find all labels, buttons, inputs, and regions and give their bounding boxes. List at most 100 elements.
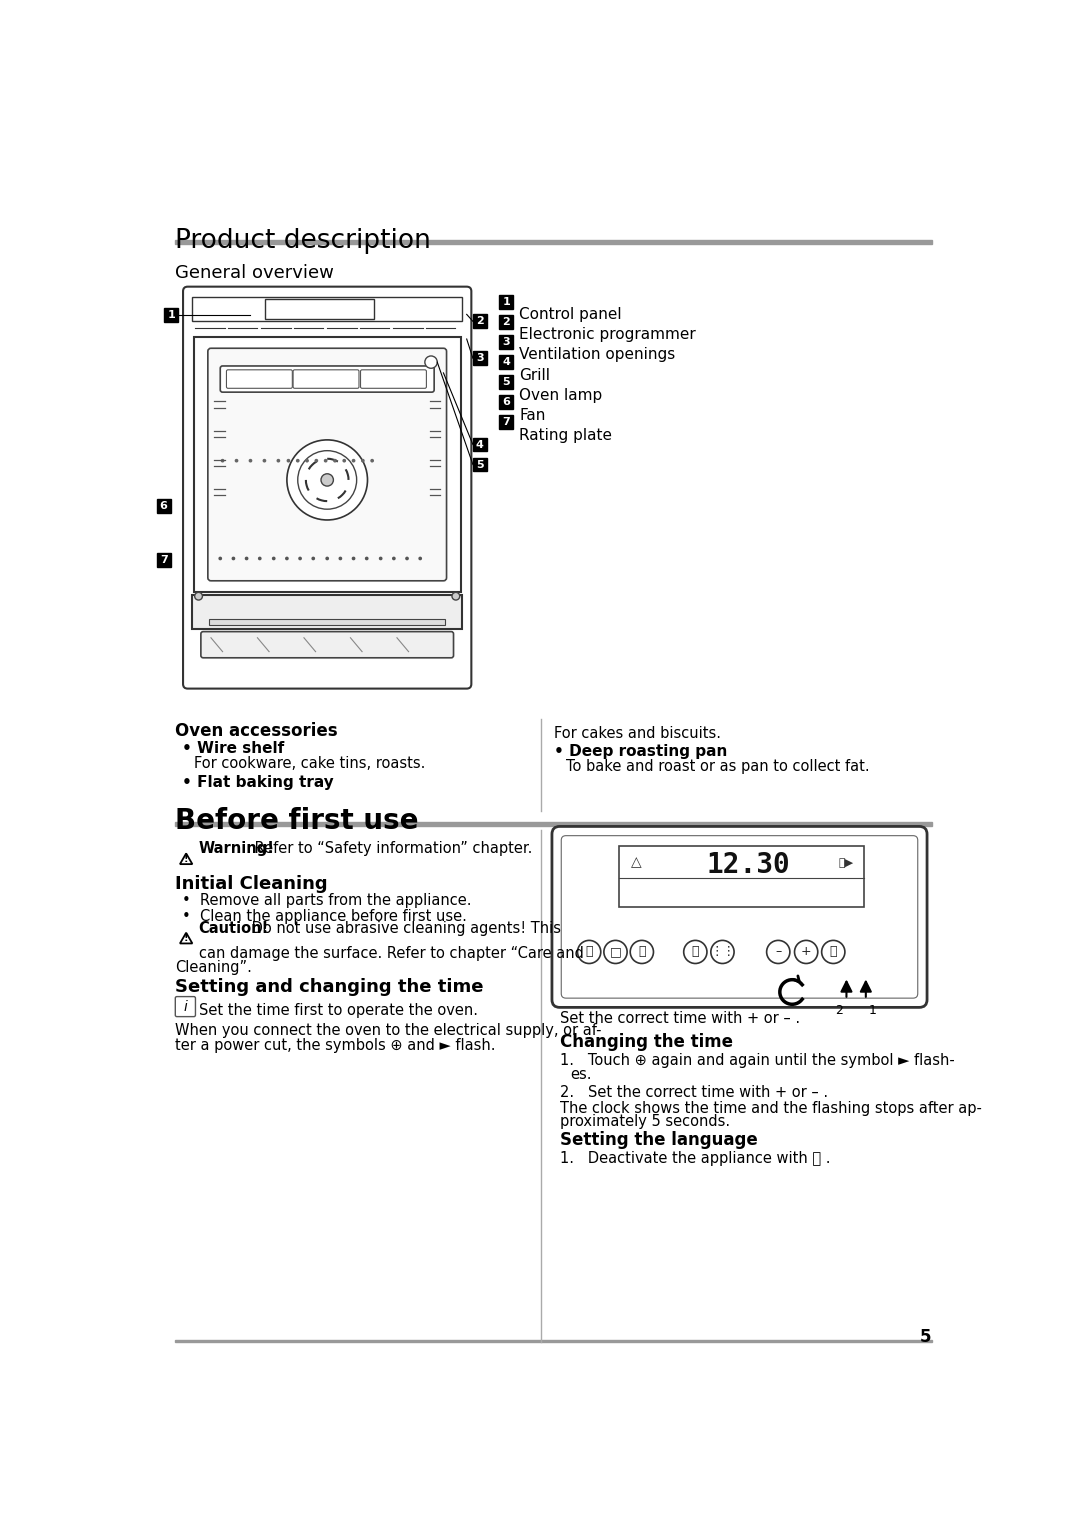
FancyBboxPatch shape <box>562 836 918 998</box>
Text: □: □ <box>609 945 621 959</box>
Text: Grill: Grill <box>519 367 551 382</box>
Text: 1.   Deactivate the appliance with ⓞ .: 1. Deactivate the appliance with ⓞ . <box>559 1151 831 1165</box>
FancyBboxPatch shape <box>220 365 434 391</box>
Circle shape <box>424 356 437 368</box>
Text: +: + <box>801 945 811 959</box>
FancyBboxPatch shape <box>207 349 446 581</box>
Bar <box>473 315 487 329</box>
Bar <box>499 394 513 410</box>
Text: Electronic programmer: Electronic programmer <box>519 327 697 342</box>
Circle shape <box>287 440 367 520</box>
Text: ⏰: ⏰ <box>829 945 837 959</box>
Circle shape <box>631 940 653 963</box>
Text: 7: 7 <box>502 417 510 427</box>
Bar <box>473 352 487 365</box>
Text: 12.30: 12.30 <box>707 852 791 879</box>
Text: 3: 3 <box>476 353 484 364</box>
Text: es.: es. <box>570 1067 592 1081</box>
Text: 1: 1 <box>502 297 510 307</box>
Text: 5: 5 <box>920 1329 932 1347</box>
Text: Setting the language: Setting the language <box>559 1130 757 1148</box>
Bar <box>192 595 462 630</box>
Circle shape <box>711 940 734 963</box>
Bar <box>194 338 460 592</box>
Circle shape <box>362 460 364 462</box>
Text: !: ! <box>184 933 188 943</box>
Circle shape <box>286 557 288 560</box>
Circle shape <box>339 557 341 560</box>
Polygon shape <box>180 933 192 943</box>
Bar <box>175 821 932 826</box>
Bar <box>499 355 513 368</box>
Text: 5: 5 <box>476 460 484 469</box>
Text: Before first use: Before first use <box>175 807 419 835</box>
Bar <box>164 309 178 323</box>
Circle shape <box>343 460 346 462</box>
Circle shape <box>264 460 266 462</box>
Text: Caution!: Caution! <box>199 920 269 936</box>
Bar <box>499 416 513 430</box>
Text: To bake and roast or as pan to collect fat.: To bake and roast or as pan to collect f… <box>566 760 869 775</box>
Circle shape <box>767 940 789 963</box>
Circle shape <box>822 940 845 963</box>
FancyBboxPatch shape <box>201 631 454 657</box>
Text: When you connect the oven to the electrical supply, or af-: When you connect the oven to the electri… <box>175 1023 602 1038</box>
Circle shape <box>578 940 600 963</box>
Text: △: △ <box>631 856 642 870</box>
Circle shape <box>219 557 221 560</box>
Circle shape <box>393 557 395 560</box>
Bar <box>192 298 462 321</box>
Circle shape <box>352 460 354 462</box>
Text: 4: 4 <box>476 439 484 450</box>
Circle shape <box>235 460 238 462</box>
Circle shape <box>297 460 299 462</box>
Text: ⓜ: ⓜ <box>638 945 646 959</box>
Text: 2.   Set the correct time with + or – .: 2. Set the correct time with + or – . <box>559 1086 828 1101</box>
Text: 1: 1 <box>167 310 175 320</box>
FancyBboxPatch shape <box>183 286 471 688</box>
FancyBboxPatch shape <box>361 370 427 388</box>
Text: •  Remove all parts from the appliance.: • Remove all parts from the appliance. <box>181 893 471 908</box>
FancyBboxPatch shape <box>227 370 293 388</box>
Text: 6: 6 <box>160 502 167 511</box>
Circle shape <box>299 557 301 560</box>
Text: 1.   Touch ⊕ again and again until the symbol ► flash-: 1. Touch ⊕ again and again until the sym… <box>559 1053 955 1067</box>
Text: Fan: Fan <box>519 408 545 422</box>
Text: !: ! <box>184 853 188 864</box>
Polygon shape <box>180 853 192 864</box>
Circle shape <box>684 940 707 963</box>
Bar <box>266 300 374 320</box>
Bar <box>175 240 932 243</box>
Text: Rating plate: Rating plate <box>519 428 612 442</box>
Circle shape <box>232 557 234 560</box>
Bar <box>499 295 513 309</box>
Text: i: i <box>184 1000 187 1014</box>
Bar <box>473 457 487 471</box>
Circle shape <box>372 460 374 462</box>
Text: ⋮⋮: ⋮⋮ <box>710 945 735 959</box>
Text: Ventilation openings: Ventilation openings <box>519 347 676 362</box>
Circle shape <box>352 557 354 560</box>
Text: Set the time first to operate the oven.: Set the time first to operate the oven. <box>199 1003 477 1018</box>
FancyBboxPatch shape <box>175 997 195 1017</box>
Bar <box>175 1339 932 1342</box>
Text: ter a power cut, the symbols ⊕ and ► flash.: ter a power cut, the symbols ⊕ and ► fla… <box>175 1038 496 1053</box>
Circle shape <box>194 592 202 599</box>
Text: Set the correct time with + or – .: Set the correct time with + or – . <box>559 1011 800 1026</box>
Circle shape <box>795 940 818 963</box>
Text: 4: 4 <box>502 358 510 367</box>
Circle shape <box>287 460 289 462</box>
Text: –: – <box>775 945 781 959</box>
FancyBboxPatch shape <box>552 827 927 1008</box>
Bar <box>499 315 513 329</box>
Bar <box>499 335 513 349</box>
Text: Warning!: Warning! <box>199 841 274 856</box>
Text: • Wire shelf: • Wire shelf <box>181 742 284 755</box>
Text: Ⓑ: Ⓑ <box>691 945 699 959</box>
Bar <box>157 553 171 567</box>
FancyBboxPatch shape <box>293 370 359 388</box>
Text: Initial Cleaning: Initial Cleaning <box>175 875 328 893</box>
Circle shape <box>326 557 328 560</box>
Bar <box>210 619 445 625</box>
Text: The clock shows the time and the flashing stops after ap-: The clock shows the time and the flashin… <box>559 1101 982 1116</box>
